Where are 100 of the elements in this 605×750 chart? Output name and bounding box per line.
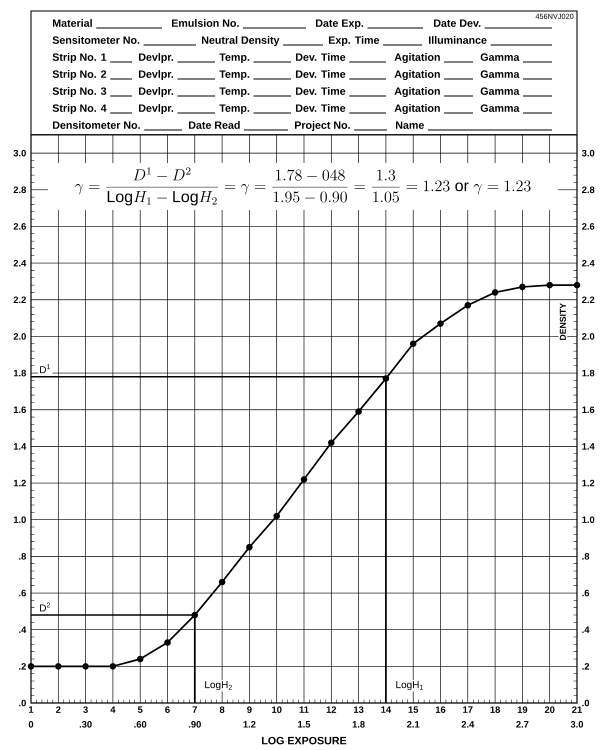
text: Densitometer No. (52, 121, 140, 129)
text: Temp. (219, 70, 250, 80)
y2-axis-title: DENSITY (560, 303, 566, 340)
x2-tick-label: .30 (80, 721, 92, 728)
text: Date Dev. (434, 19, 480, 27)
y2-tick-label: 1.2 (582, 480, 594, 486)
text: Agitation (394, 104, 440, 114)
text: Strip No. 3 (52, 87, 106, 98)
x2-tick-label: 1.2 (243, 721, 256, 728)
text: Sensitometer No. (52, 36, 140, 44)
x-tick-label: 9 (247, 706, 252, 713)
x-tick-label: 11 (300, 706, 309, 713)
ref-line-label: D$^{2}$ (40, 602, 50, 612)
y2-tick-label: 3.0 (582, 150, 594, 156)
y-tick-label: .6 (19, 590, 26, 596)
x-tick-label: 18 (490, 706, 500, 713)
x-tick-label: 12 (326, 706, 336, 713)
text: Strip No. 1 (52, 53, 106, 64)
text: Temp. (219, 87, 250, 98)
y-tick-label: 2.0 (14, 333, 26, 340)
text: Devlpr. (138, 53, 174, 64)
y2-tick-label: .2 (582, 663, 590, 670)
x-tick-label: 16 (436, 706, 446, 713)
text: Project No. (294, 121, 350, 132)
x2-tick-label: .90 (188, 721, 201, 728)
x-tick-label: 8 (220, 706, 224, 713)
text: Neutral Density (202, 36, 280, 46)
text: Name (396, 121, 424, 129)
y-tick-label: .0 (19, 700, 26, 706)
x-tick-label: 4 (110, 706, 116, 713)
text: Dev. Time (296, 87, 346, 95)
text: Temp. (219, 104, 250, 114)
y-tick-label: 2.2 (14, 296, 26, 304)
text: Devlpr. (138, 104, 174, 114)
text: Devlpr. (138, 87, 174, 98)
y2-tick-label: 2.8 (582, 186, 594, 194)
text: Gamma (480, 87, 520, 95)
y-tick-label: 2.4 (14, 260, 26, 266)
text: Gamma (480, 53, 520, 61)
y-tick-label: 1.4 (14, 443, 26, 450)
y-tick-label: 1.8 (14, 370, 26, 376)
x-tick-label: 3 (83, 706, 88, 713)
ref-line-label: LogH$_{1}$ (396, 681, 423, 690)
x-tick-label: 1 (28, 706, 34, 713)
y2-tick-label: .6 (582, 590, 590, 596)
y2-tick-label: 2.0 (582, 333, 594, 340)
text: Date Exp. (316, 19, 364, 30)
x2-tick-label: 2.1 (407, 721, 420, 728)
x2-tick-label: 3.0 (570, 721, 584, 728)
y2-tick-label: .8 (582, 553, 590, 560)
y2-tick-label: 1.6 (582, 406, 594, 414)
text: Emulsion No. (172, 19, 239, 27)
x-tick-label: 10 (272, 706, 282, 713)
x2-axis-title: LOG EXPOSURE (262, 736, 346, 744)
x-tick-label: 19 (518, 706, 528, 713)
text: Dev. Time (296, 70, 346, 78)
text: Gamma (480, 104, 520, 112)
ref-line-label: D$^{1}$ (40, 364, 50, 374)
text: Gamma (480, 70, 520, 78)
x-tick-label: 15 (408, 706, 418, 713)
text: Strip No. 4 (52, 104, 107, 114)
text: Date Read (188, 121, 240, 129)
ref-line-label: LogH$_{2}$ (205, 681, 232, 690)
y-tick-label: 3.0 (14, 150, 26, 156)
text: Agitation (394, 87, 440, 98)
y-tick-label: 2.6 (14, 223, 26, 230)
y2-tick-label: 1.4 (582, 443, 595, 450)
x-tick-label: 17 (463, 706, 473, 713)
x-tick-label: 6 (165, 706, 170, 713)
y-tick-label: 1.2 (14, 480, 26, 486)
x2-tick-label: 1.5 (298, 721, 310, 728)
y2-tick-label: 1.8 (582, 370, 594, 376)
y2-tick-label: .4 (582, 626, 590, 633)
x2-tick-label: 2.7 (516, 721, 528, 728)
text: Devlpr. (138, 70, 174, 80)
x2-tick-label: 2.4 (462, 721, 474, 728)
y2-tick-label: 2.6 (582, 223, 594, 230)
y2-tick-label: 2.2 (582, 296, 594, 304)
x-tick-label: 2 (56, 706, 61, 713)
text: Temp. (219, 53, 250, 64)
x2-tick-label: 1.8 (352, 721, 365, 728)
y-tick-label: .4 (19, 626, 26, 633)
text: Strip No. 2 (52, 70, 106, 80)
x-tick-label: 7 (192, 706, 197, 713)
text: Agitation (394, 53, 440, 64)
text: Agitation (394, 70, 440, 80)
x2-tick-label: .60 (134, 721, 146, 728)
x-tick-label: 13 (354, 706, 364, 713)
x-tick-label: 20 (544, 706, 554, 713)
text: Material (52, 19, 92, 27)
annotation: $\gamma = \frac{D^{1} - D^{2}}{\mathrm{Log}H_{1} - \mathrm{Log}H_{2}} = \gamma = \frac{1.78 - 048}{1.95 - 0.90} = \frac{1.3}{1.05} = 1.23\ \mathrm{or}\ \gamma = 1.23$ (75, 167, 531, 206)
y2-tick-label: 2.4 (582, 260, 595, 266)
y-tick-label: .2 (19, 663, 26, 670)
y2-tick-label: 1.0 (582, 516, 594, 524)
x-tick-label: 5 (138, 706, 143, 713)
y2-tick-label: .0 (582, 700, 590, 706)
text: Dev. Time (296, 104, 346, 112)
y-tick-label: 1.6 (14, 406, 26, 414)
x2-tick-label: 0 (28, 721, 34, 728)
y-tick-label: .8 (19, 553, 26, 560)
